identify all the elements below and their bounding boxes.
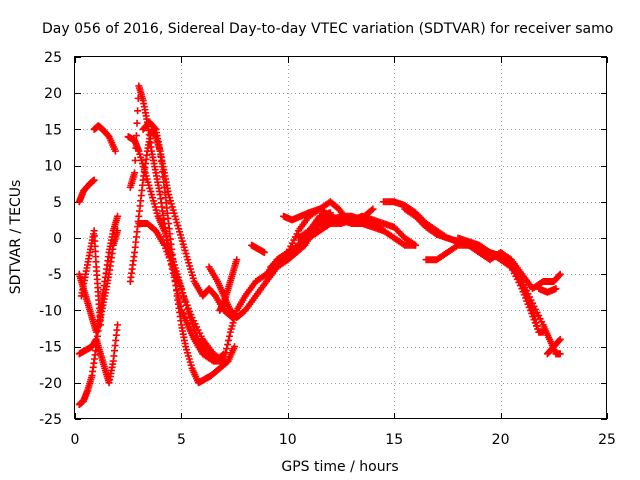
y-axis-title: SDTVAR / TECUs — [8, 180, 24, 295]
data-series — [75, 82, 564, 409]
series-track-r — [294, 212, 419, 249]
data-point — [556, 335, 564, 343]
data-point — [182, 301, 190, 309]
data-point — [180, 293, 188, 301]
x-tick-label: 20 — [492, 432, 510, 448]
data-point — [231, 343, 239, 351]
y-tick-label: 0 — [53, 231, 62, 247]
data-point — [111, 147, 119, 155]
y-tick-label: -10 — [39, 303, 62, 319]
data-point — [132, 132, 140, 140]
data-point — [151, 124, 159, 132]
y-tick-label: 25 — [44, 50, 62, 66]
data-point — [556, 350, 564, 358]
series-track-v — [454, 234, 564, 358]
data-point — [260, 248, 268, 256]
data-point — [181, 297, 189, 305]
x-tick-label: 15 — [385, 432, 403, 448]
data-point — [177, 285, 185, 293]
data-point — [223, 345, 231, 353]
x-tick-labels: 0 5 10 15 20 25 — [71, 432, 616, 448]
data-point — [174, 290, 182, 298]
data-point — [233, 256, 241, 264]
data-point — [220, 350, 228, 358]
series-track-w — [535, 285, 560, 296]
data-point — [555, 336, 563, 344]
data-point — [225, 336, 233, 344]
data-point — [219, 351, 227, 359]
data-point — [90, 176, 98, 184]
data-point — [368, 206, 376, 214]
x-tick-label: 10 — [279, 432, 297, 448]
y-tick-label: -5 — [48, 267, 62, 283]
data-point — [179, 289, 187, 297]
series-track-n — [248, 241, 268, 256]
series-track-f — [90, 122, 119, 155]
y-tick-label: -15 — [39, 340, 62, 356]
data-point — [175, 294, 183, 302]
data-point — [133, 119, 141, 127]
y-tick-label: -25 — [39, 412, 62, 428]
series-track-m — [216, 256, 241, 314]
data-point — [224, 341, 232, 349]
data-point — [114, 212, 122, 220]
series-track-x — [543, 335, 564, 358]
y-tick-label: 20 — [44, 86, 62, 102]
series-track-e — [77, 227, 105, 329]
data-point — [97, 321, 105, 329]
data-point — [506, 258, 514, 266]
x-tick-label: 0 — [71, 432, 80, 448]
data-point — [134, 107, 142, 115]
y-tick-label: 15 — [44, 122, 62, 138]
chart-title: Day 056 of 2016, Sidereal Day-to-day VTE… — [42, 21, 613, 37]
data-point — [556, 270, 564, 278]
data-point — [411, 241, 419, 249]
series-track-c — [75, 321, 122, 387]
series-track-j — [139, 118, 236, 322]
data-point — [220, 357, 228, 365]
y-tick-labels: -25 -20 -15 -10 -5 0 5 10 15 20 25 — [39, 50, 62, 428]
x-tick-label: 25 — [598, 432, 616, 448]
data-point — [114, 321, 122, 329]
data-point — [185, 310, 193, 318]
data-point — [176, 302, 184, 310]
data-point — [176, 298, 184, 306]
data-point — [114, 227, 122, 235]
plot-frame — [74, 56, 607, 419]
series-track-a — [75, 176, 98, 206]
data-point — [183, 305, 191, 313]
data-point — [552, 285, 560, 293]
data-point — [369, 205, 377, 213]
y-tick-label: 5 — [53, 195, 62, 211]
y-tick-label: -20 — [39, 376, 62, 392]
data-point — [131, 169, 139, 177]
x-tick-label: 5 — [177, 432, 186, 448]
series-track-k — [135, 220, 228, 365]
data-point — [225, 332, 233, 340]
data-point — [131, 156, 139, 164]
data-point — [555, 271, 563, 279]
x-axis-title: GPS time / hours — [281, 459, 398, 475]
y-tick-label: 10 — [44, 159, 62, 175]
